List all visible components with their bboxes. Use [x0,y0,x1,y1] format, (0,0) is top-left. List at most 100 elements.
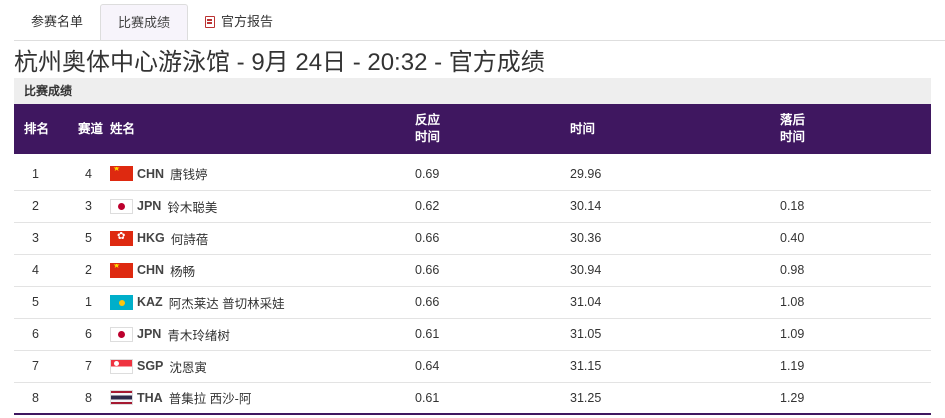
reaction-time-cell: 0.66 [415,295,440,309]
header-name: 姓名 [110,121,136,136]
country-flag-icon [110,166,133,182]
rank-cell: 1 [32,166,39,181]
reaction-time-cell: 0.66 [415,263,440,277]
reaction-time-cell: 0.61 [415,390,440,405]
time-behind-cell: 0.40 [780,231,805,245]
lane-cell: 3 [85,199,92,213]
header-lane: 赛道 [78,121,104,136]
athlete-cell: KAZ 阿杰莱达 普切林采娃 [110,286,415,318]
athlete-name[interactable]: 何詩蓓 [170,232,209,247]
rank-cell: 8 [32,390,39,405]
country-flag-icon [110,262,133,278]
country-flag-icon [110,230,133,246]
athlete-name[interactable]: 铃木聪美 [167,200,218,215]
time-behind-cell: 0.18 [780,199,805,213]
lane-cell: 2 [85,263,92,277]
lane-cell: 5 [85,231,92,245]
athlete-cell: SGP 沈恩寅 [110,350,415,382]
time-cell: 30.94 [570,263,602,277]
rank-cell: 7 [32,359,39,373]
table-row: 7 7 SGP 沈恩寅 0.64 31.15 1.19 [14,350,931,382]
header-time-behind: 落后 时间 [780,104,931,154]
table-row: 8 8 THA 普集拉 西沙-阿 0.61 31.25 1.29 [14,382,931,414]
table-row: 4 2 CHN 杨畅 0.66 30.94 0.98 [14,254,931,286]
reaction-time-cell: 0.66 [415,231,440,245]
time-cell: 31.15 [570,359,602,373]
lane-cell: 7 [85,359,92,373]
athlete-name[interactable]: 唐钱婷 [170,168,208,183]
time-behind-cell [780,158,931,190]
time-behind-cell: 1.19 [780,359,805,373]
country-flag-icon [110,198,133,214]
athlete: CHN 杨畅 [110,261,415,280]
header-reaction-line2: 时间 [415,130,441,144]
lane-cell: 1 [85,295,92,309]
lane-cell: 8 [85,390,92,405]
header-behind-line1: 落后 [780,113,806,127]
athlete-cell: JPN 青木玲绪树 [110,318,415,350]
country-code: CHN [137,263,165,277]
lane-cell: 6 [85,327,92,341]
athlete-name[interactable]: 青木玲绪树 [167,328,230,343]
lane-cell: 4 [85,166,92,181]
reaction-time-cell: 0.64 [415,359,440,373]
country-code: JPN [137,327,162,341]
athlete: THA 普集拉 西沙-阿 [110,388,415,407]
tab-bar: 参赛名单 比赛成绩 官方报告 [14,4,290,40]
athlete-name[interactable]: 沈恩寅 [169,360,207,375]
athlete: CHN 唐钱婷 [110,164,415,183]
header-time: 时间 [570,121,596,136]
country-code: KAZ [137,295,163,309]
rank-cell: 3 [32,231,39,245]
athlete: JPN 铃木聪美 [110,197,415,216]
athlete: HKG 何詩蓓 [110,229,415,248]
athlete: KAZ 阿杰莱达 普切林采娃 [110,293,415,312]
header-reaction-line1: 反应 [415,113,441,127]
athlete-name[interactable]: 普集拉 西沙-阿 [168,392,252,407]
reaction-time-cell: 0.61 [415,327,440,341]
athlete-cell: JPN 铃木聪美 [110,190,415,222]
rank-cell: 4 [32,263,39,277]
country-flag-icon [110,358,133,374]
country-flag-icon [110,294,133,310]
athlete: JPN 青木玲绪树 [110,325,415,344]
time-behind-cell: 1.09 [780,327,805,341]
country-code: SGP [137,359,164,373]
table-row: 6 6 JPN 青木玲绪树 0.61 31.05 1.09 [14,318,931,350]
results-table: 排名 赛道 姓名 反应 时间 时间 落后 时间 1 4 CHN 唐钱婷 0.69 29.9… [14,104,931,415]
table-header-row: 排名 赛道 姓名 反应 时间 时间 落后 时间 [14,104,931,154]
section-header: 比赛成绩 [14,78,931,104]
tab-entry-list-label: 参赛名单 [31,14,84,29]
time-behind-cell: 1.08 [780,295,805,309]
athlete: SGP 沈恩寅 [110,357,415,376]
time-cell: 31.05 [570,327,602,341]
reaction-time-cell: 0.69 [415,166,440,181]
athlete-name[interactable]: 阿杰莱达 普切林采娃 [168,296,285,311]
country-code: THA [137,390,163,405]
header-behind-line2: 时间 [780,130,806,144]
country-code: CHN [137,166,165,181]
tab-divider [14,40,945,41]
table-row: 5 1 KAZ 阿杰莱达 普切林采娃 0.66 31.04 1.08 [14,286,931,318]
tab-entry-list[interactable]: 参赛名单 [14,4,100,40]
header-rank: 排名 [24,121,50,136]
athlete-cell: HKG 何詩蓓 [110,222,415,254]
athlete-name[interactable]: 杨畅 [170,264,196,279]
table-row: 1 4 CHN 唐钱婷 0.69 29.96 [14,158,931,190]
tab-results[interactable]: 比赛成绩 [100,4,189,40]
athlete-cell: CHN 唐钱婷 [110,158,415,190]
country-flag-icon [110,390,133,406]
header-reaction-time: 反应 时间 [415,104,570,154]
time-cell: 30.36 [570,231,602,245]
country-code: HKG [137,231,165,245]
reaction-time-cell: 0.62 [415,199,440,213]
document-icon [205,16,216,28]
athlete-cell: THA 普集拉 西沙-阿 [110,382,415,414]
time-behind-cell: 1.29 [780,390,805,405]
results-body: 1 4 CHN 唐钱婷 0.69 29.96 2 3 JPN 铃木聪美 0.62 30.14 0.18 3… [14,158,931,414]
country-flag-icon [110,326,133,342]
rank-cell: 2 [32,199,39,213]
tab-official-report[interactable]: 官方报告 [188,4,290,40]
time-cell: 29.96 [570,166,602,181]
header-spacer [14,154,931,158]
